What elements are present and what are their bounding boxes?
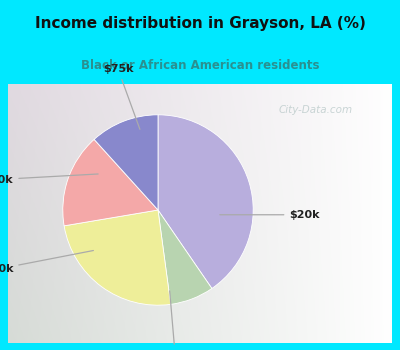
Wedge shape — [158, 210, 212, 304]
Text: $30k: $30k — [160, 291, 190, 350]
Text: Income distribution in Grayson, LA (%): Income distribution in Grayson, LA (%) — [34, 16, 366, 31]
Wedge shape — [64, 210, 171, 305]
Text: $10k: $10k — [0, 251, 93, 274]
Text: $20k: $20k — [220, 210, 320, 220]
Text: $40k: $40k — [0, 174, 98, 184]
Wedge shape — [158, 115, 253, 288]
Wedge shape — [94, 115, 158, 210]
Text: $75k: $75k — [103, 64, 140, 130]
Text: Black or African American residents: Black or African American residents — [81, 59, 319, 72]
Wedge shape — [63, 139, 158, 226]
Text: City-Data.com: City-Data.com — [278, 105, 352, 115]
